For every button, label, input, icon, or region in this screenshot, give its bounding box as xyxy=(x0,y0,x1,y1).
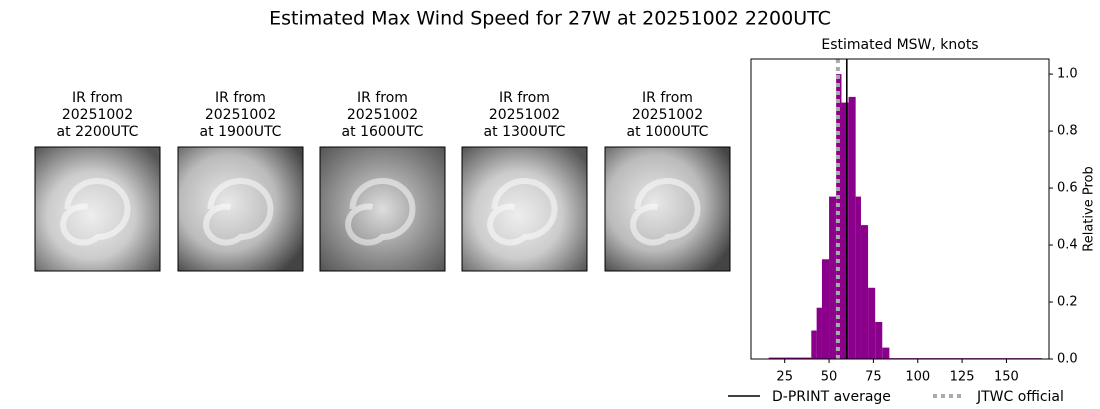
y-tick-label: 0.2 xyxy=(1057,295,1078,310)
panel-caption: IR from xyxy=(357,90,408,106)
y-axis-label: Relative Prob xyxy=(1082,166,1097,251)
ir-swirl xyxy=(487,178,558,246)
panel-caption: 20251002 xyxy=(62,107,133,123)
plot-frame xyxy=(750,58,1050,360)
ir-swirl xyxy=(345,178,416,246)
panel-caption: 20251002 xyxy=(347,107,418,123)
panel-caption: IR from xyxy=(215,90,266,106)
y-tick-label: 0.0 xyxy=(1057,352,1078,367)
histogram: Estimated MSW, knots 25 50 75 100 125 150 0.0 0.… xyxy=(728,37,1097,405)
ir-swirl xyxy=(630,178,701,246)
x-tick-label: 25 xyxy=(776,370,793,385)
x-tick-label: 125 xyxy=(950,370,975,385)
x-tick-label: 100 xyxy=(905,370,930,385)
y-tick-label: 0.6 xyxy=(1057,181,1078,196)
bar xyxy=(848,96,856,360)
panel-caption: IR from xyxy=(499,90,550,106)
ir-image xyxy=(319,146,446,272)
ir-image xyxy=(461,146,588,272)
bar xyxy=(882,347,890,359)
x-tick-label: 150 xyxy=(994,370,1019,385)
panel-caption: 20251002 xyxy=(632,107,703,123)
x-tick-label: 75 xyxy=(865,370,882,385)
y-tick-label: 0.4 xyxy=(1057,238,1078,253)
legend-label: D-PRINT average xyxy=(772,389,891,405)
y-tick-label: 0.8 xyxy=(1057,124,1078,139)
panel-caption: at 1600UTC xyxy=(342,124,424,140)
ir-swirl xyxy=(203,178,274,246)
chart-title: Estimated MSW, knots xyxy=(821,37,978,53)
bar xyxy=(868,287,876,359)
ir-image xyxy=(177,146,304,272)
ir-image xyxy=(604,146,731,272)
panel-caption: IR from xyxy=(642,90,693,106)
x-tick-label: 50 xyxy=(821,370,838,385)
bar xyxy=(860,225,869,359)
y-tick-label: 1.0 xyxy=(1057,67,1078,82)
bar xyxy=(855,196,861,359)
ir-swirl xyxy=(60,178,131,246)
legend-label: JTWC official xyxy=(976,389,1064,405)
panel-caption: IR from xyxy=(72,90,123,106)
bar xyxy=(841,102,849,359)
bar xyxy=(821,259,830,359)
ir-image xyxy=(34,146,161,272)
bar xyxy=(875,321,883,359)
bar xyxy=(829,196,837,359)
panel-caption: at 1000UTC xyxy=(627,124,709,140)
bar xyxy=(811,330,817,359)
panel-caption: 20251002 xyxy=(205,107,276,123)
bar xyxy=(816,307,822,359)
bar xyxy=(768,357,812,359)
panel-caption: at 2200UTC xyxy=(57,124,139,140)
figure-title: Estimated Max Wind Speed for 27W at 2025… xyxy=(269,8,831,30)
panel-caption: at 1900UTC xyxy=(200,124,282,140)
panel-caption: 20251002 xyxy=(489,107,560,123)
bar xyxy=(836,74,842,359)
panel-caption: at 1300UTC xyxy=(484,124,566,140)
